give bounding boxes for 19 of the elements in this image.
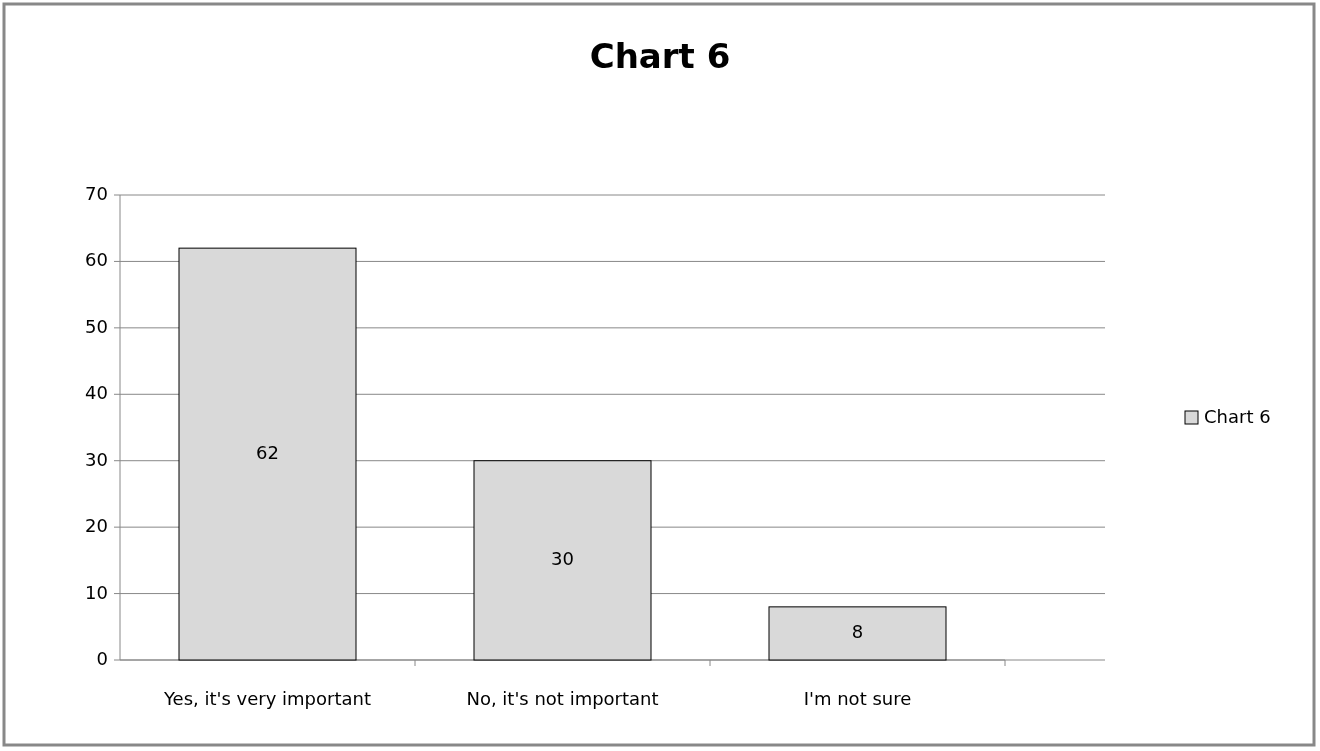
bar xyxy=(768,606,947,661)
legend-label: Chart 6 xyxy=(1204,406,1271,427)
y-tick-label: 30 xyxy=(85,448,108,470)
bar xyxy=(473,460,652,661)
y-tick-label: 50 xyxy=(85,315,108,337)
x-tick-label: I'm not sure xyxy=(803,688,912,709)
data-label: 8 xyxy=(851,621,864,643)
y-tick-label: 0 xyxy=(96,648,108,669)
y-tick-label: 20 xyxy=(85,515,108,537)
y-tick-label: 10 xyxy=(85,581,108,603)
data-label: 30 xyxy=(551,548,574,570)
chart-title: Chart 6 xyxy=(589,36,731,76)
x-tick-label: No, it's not important xyxy=(466,688,659,709)
x-tick-label: Yes, it's very important xyxy=(162,688,372,709)
y-tick-label: 60 xyxy=(85,249,108,271)
bar xyxy=(178,247,357,661)
data-label: 62 xyxy=(256,442,279,464)
y-tick-label: 40 xyxy=(85,382,108,404)
y-tick-label: 70 xyxy=(85,183,108,204)
